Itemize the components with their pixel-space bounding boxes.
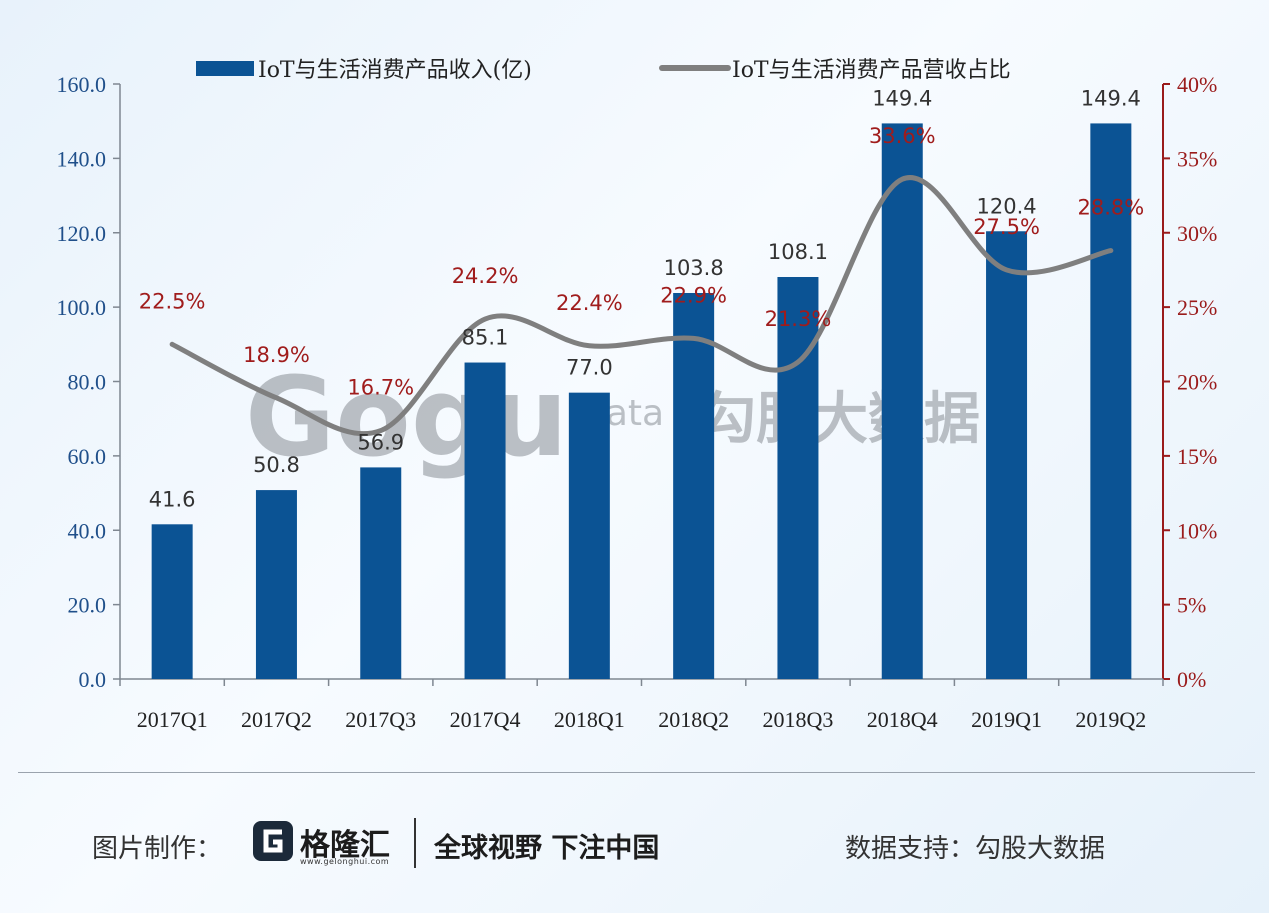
y-right-tick-label: 30% <box>1177 221 1217 246</box>
slogan: 全球视野 下注中国 <box>434 833 660 864</box>
bar <box>986 231 1028 679</box>
bar-value-label: 56.9 <box>357 430 404 454</box>
y-left-tick-label: 80.0 <box>68 370 107 395</box>
logo-separator <box>414 818 416 868</box>
y-right-tick-label: 40% <box>1177 72 1217 97</box>
y-left-tick-label: 120.0 <box>57 221 107 246</box>
bar-value-label: 108.1 <box>768 240 828 264</box>
bar <box>151 524 193 679</box>
x-tick-label: 2018Q3 <box>763 707 834 732</box>
ratio-value-label: 22.5% <box>139 289 206 313</box>
footer: 图片制作： 格隆汇 www.gelonghui.com 全球视野 下注中国 数据… <box>0 800 1269 890</box>
x-tick-label: 2018Q4 <box>867 707 938 732</box>
y-right-tick-label: 20% <box>1177 370 1217 395</box>
ratio-value-label: 22.4% <box>556 291 623 315</box>
bar-series <box>151 123 1132 679</box>
y-right-tick-label: 0% <box>1177 667 1206 692</box>
logo-name: 格隆汇 <box>300 828 390 863</box>
y-left-tick-label: 60.0 <box>68 444 107 469</box>
y-right-tick-label: 35% <box>1177 146 1217 171</box>
y-left-tick-label: 0.0 <box>79 667 107 692</box>
legend-line-label: IoT与生活消费产品营收占比 <box>732 58 1011 83</box>
y-right-tick-label: 15% <box>1177 444 1217 469</box>
ratio-line <box>169 175 1114 437</box>
x-tick-label: 2019Q2 <box>1075 707 1146 732</box>
bar <box>360 467 402 679</box>
data-labels: 41.6 50.8 56.9 85.1 77.0 103.8 108.1 149.4 120.4… <box>139 86 1144 511</box>
line-series <box>169 175 1114 437</box>
y-left-tick-label: 160.0 <box>57 72 107 97</box>
bar-value-label: 120.4 <box>976 194 1036 218</box>
bar-value-label: 149.4 <box>872 86 932 110</box>
y-left-tick-label: 40.0 <box>68 518 107 543</box>
bar <box>255 490 297 679</box>
ratio-value-label: 21.3% <box>765 307 832 331</box>
bar-value-label: 85.1 <box>462 326 509 350</box>
y-left-tick-label: 140.0 <box>57 146 107 171</box>
y-left-tick-label: 20.0 <box>68 593 107 618</box>
bar <box>777 277 819 679</box>
legend: IoT与生活消费产品收入(亿) IoT与生活消费产品营收占比 <box>196 58 1011 83</box>
ratio-value-label: 16.7% <box>347 376 414 400</box>
x-tick-label: 2019Q1 <box>971 707 1042 732</box>
x-tick-label: 2017Q1 <box>137 707 208 732</box>
chart: Gogu data 勾股大数据 IoT与生活消费产品收入(亿) IoT与生活消费… <box>57 58 1218 732</box>
legend-bar-swatch <box>196 61 254 76</box>
y-left-tick-label: 100.0 <box>57 295 107 320</box>
bar-value-label: 103.8 <box>664 256 724 280</box>
ratio-value-label: 33.6% <box>869 124 936 148</box>
data-source: 数据支持：勾股大数据 <box>845 834 1106 864</box>
bar <box>673 292 715 679</box>
x-tick-label: 2017Q2 <box>241 707 312 732</box>
x-tick-label: 2018Q2 <box>658 707 729 732</box>
y-right-tick-label: 5% <box>1177 593 1206 618</box>
legend-bar-label: IoT与生活消费产品收入(亿) <box>258 58 532 83</box>
bar-value-label: 77.0 <box>566 356 613 380</box>
bar-value-label: 149.4 <box>1081 86 1141 110</box>
x-tick-label: 2017Q3 <box>345 707 416 732</box>
axes: 0.0 20.0 40.0 60.0 80.0 100.0 120.0 140.0 160.0 0… <box>57 72 1218 732</box>
ratio-value-label: 24.2% <box>452 264 519 288</box>
ratio-value-label: 18.9% <box>243 343 310 367</box>
watermark-cn: 勾股大数据 <box>700 387 980 452</box>
footer-divider <box>18 772 1255 773</box>
ratio-value-label: 27.5% <box>973 215 1040 239</box>
watermark: Gogu data 勾股大数据 <box>245 353 980 481</box>
bar <box>568 392 610 679</box>
gelonghui-logo-icon <box>253 821 293 861</box>
bar-value-label: 41.6 <box>149 487 196 511</box>
logo-url: www.gelonghui.com <box>300 857 390 866</box>
bar <box>464 362 506 679</box>
bar-value-label: 50.8 <box>253 453 300 477</box>
y-right-tick-label: 10% <box>1177 518 1217 543</box>
ratio-value-label: 22.9% <box>660 283 727 307</box>
credit-label: 图片制作： <box>92 834 223 864</box>
bar <box>881 123 923 679</box>
watermark-brand: Gogu <box>245 353 568 481</box>
x-tick-label: 2018Q1 <box>554 707 625 732</box>
y-right-tick-label: 25% <box>1177 295 1217 320</box>
x-tick-label: 2017Q4 <box>450 707 521 732</box>
bar <box>1090 123 1132 679</box>
ratio-value-label: 28.8% <box>1077 196 1144 220</box>
